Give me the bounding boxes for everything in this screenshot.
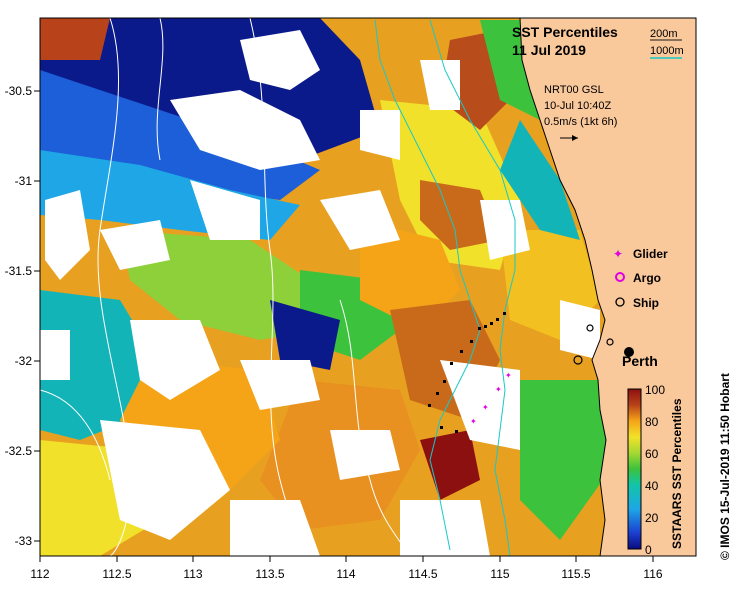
svg-text:✦: ✦ — [482, 403, 489, 412]
y-tick-labels: -30.5 -31 -31.5 -32 -32.5 -33 — [5, 84, 33, 548]
y-tick: -33 — [15, 534, 33, 548]
argo-icon — [615, 272, 625, 282]
perth-marker — [624, 347, 634, 357]
x-tick: 116 — [643, 567, 662, 581]
y-tick: -32 — [15, 354, 33, 368]
city-label: Perth — [622, 353, 658, 369]
x-tick: 112.5 — [102, 567, 131, 581]
glider-label: Glider — [633, 247, 668, 261]
colorbar: 100 80 60 40 20 0 SSTAARS SST Percentile… — [627, 383, 684, 557]
svg-text:✦: ✦ — [495, 385, 502, 394]
current-source: NRT00 GSL — [544, 84, 604, 96]
svg-text:✦: ✦ — [505, 371, 512, 380]
current-scale: 0.5m/s (1kt 6h) — [544, 116, 617, 128]
y-axis — [34, 90, 40, 542]
x-tick-labels: 112 112.5 113 113.5 114 114.5 115 115.5 … — [30, 567, 662, 581]
colorbar-tick: 80 — [645, 415, 659, 429]
y-tick: -30.5 — [5, 84, 33, 98]
x-tick: 112 — [30, 567, 49, 581]
platform-legend: ✦ Glider Argo Ship — [613, 247, 668, 310]
argo-label: Argo — [633, 271, 661, 285]
sst-field — [40, 18, 696, 556]
ship-markers — [573, 324, 614, 365]
ship-icon — [615, 297, 625, 307]
isobath-200m — [429, 19, 516, 556]
x-axis — [39, 556, 654, 562]
ship-track — [428, 312, 506, 433]
svg-text:✦: ✦ — [470, 417, 477, 426]
glider-markers: ✦ ✦ ✦ ✦ — [470, 371, 512, 426]
x-tick: 115 — [490, 567, 509, 581]
plot-frame — [39, 17, 697, 557]
colorbar-tick: 100 — [645, 383, 665, 397]
copyright-label: © IMOS 15-Jul-2019 11:50 Hobart — [718, 373, 732, 560]
current-time: 10-Jul 10:40Z — [544, 100, 612, 112]
isobath-legend: 200m 1000m — [650, 28, 684, 59]
arrow-scale-icon — [560, 135, 578, 141]
colorbar-tick: 0 — [645, 543, 652, 557]
x-tick: 114 — [336, 567, 355, 581]
x-tick: 114.5 — [408, 567, 437, 581]
map-title: SST Percentiles — [512, 24, 618, 40]
x-tick: 113.5 — [255, 567, 284, 581]
colorbar-tick: 40 — [645, 479, 659, 493]
land-mass — [519, 18, 696, 556]
colorbar-title: SSTAARS SST Percentiles — [670, 398, 684, 549]
isobath-1000m — [374, 19, 481, 551]
colorbar-tick: 60 — [645, 447, 659, 461]
y-tick: -32.5 — [5, 444, 33, 458]
y-tick: -31 — [15, 174, 33, 188]
x-tick: 115.5 — [561, 567, 590, 581]
isobath-1000m-label: 1000m — [650, 45, 684, 57]
y-tick: -31.5 — [5, 264, 33, 278]
isobath-200m-label: 200m — [650, 28, 678, 40]
colorbar-tick: 20 — [645, 511, 659, 525]
map-date: 11 Jul 2019 — [512, 42, 586, 58]
glider-icon: ✦ — [613, 247, 623, 261]
ship-label: Ship — [633, 296, 659, 310]
x-tick: 113 — [183, 567, 202, 581]
